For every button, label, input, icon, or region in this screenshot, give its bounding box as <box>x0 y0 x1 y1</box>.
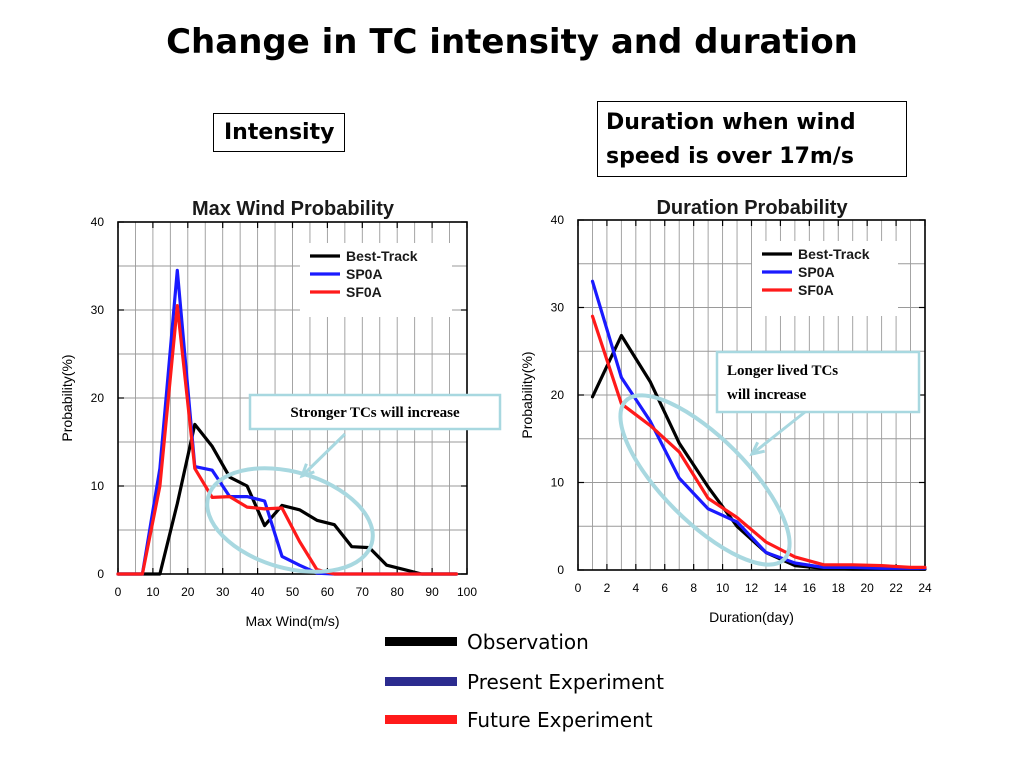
x-tick-label: 70 <box>356 585 370 599</box>
x-tick-label: 24 <box>918 581 932 595</box>
x-tick-label: 30 <box>216 585 230 599</box>
callout-arrowhead <box>749 441 766 457</box>
callout-arrowhead <box>299 463 315 479</box>
x-tick-label: 20 <box>181 585 195 599</box>
series-line-sp0a <box>590 279 927 570</box>
y-axis-label: Probability(%) <box>519 351 535 438</box>
callout-text-line2: will increase <box>727 387 807 403</box>
chart-legend: Best-Track SP0A SF0A <box>300 243 452 317</box>
series-line-sf0a <box>590 314 927 570</box>
legend-present-swatch <box>385 677 457 686</box>
x-tick-label: 80 <box>391 585 405 599</box>
max-wind-chart: 0 10 20 30 40 50 60 70 80 90 100 0 10 20 30 40 Max Wind … <box>59 198 502 629</box>
x-tick-label: 40 <box>251 585 265 599</box>
y-axis-label: Probability(%) <box>59 354 75 441</box>
y-tick-label: 0 <box>557 563 564 577</box>
page-title: Change in TC intensity and duration <box>166 22 858 62</box>
callout-text-line1: Longer lived TCs <box>727 363 838 379</box>
intensity-label: Intensity <box>213 113 346 152</box>
legend-observation-swatch <box>385 637 457 646</box>
legend-entry: Best-Track <box>346 248 418 264</box>
legend-future-swatch <box>385 715 457 724</box>
x-tick-label: 100 <box>457 585 477 599</box>
x-tick-label: 60 <box>321 585 335 599</box>
y-tick-label: 30 <box>551 301 565 315</box>
y-tick-label: 0 <box>97 567 104 581</box>
legend-entry: SP0A <box>346 266 383 282</box>
highlight-ellipse <box>618 393 792 567</box>
y-tick-label: 10 <box>551 476 565 490</box>
x-tick-label: 4 <box>632 581 639 595</box>
legend-observation-label: Observation <box>467 630 589 654</box>
legend-entry: SF0A <box>798 282 834 298</box>
chart-title: Duration Probability <box>656 197 848 219</box>
callout-box <box>715 350 921 414</box>
callout-box <box>248 393 502 431</box>
legend-entry: SF0A <box>346 284 382 300</box>
x-tick-label: 8 <box>690 581 697 595</box>
x-tick-label: 90 <box>425 585 439 599</box>
x-tick-label: 0 <box>115 585 122 599</box>
x-tick-label: 50 <box>286 585 300 599</box>
x-tick-label: 2 <box>604 581 611 595</box>
x-tick-label: 10 <box>146 585 160 599</box>
x-axis-label: Duration(day) <box>709 609 794 625</box>
y-tick-label: 40 <box>91 215 105 229</box>
x-tick-label: 6 <box>661 581 668 595</box>
x-tick-label: 22 <box>889 581 903 595</box>
y-tick-label: 20 <box>91 391 105 405</box>
series-line-sf0a <box>116 304 459 576</box>
series-line-best-track <box>116 422 459 576</box>
y-tick-label: 40 <box>551 213 565 227</box>
x-tick-label: 14 <box>774 581 788 595</box>
x-tick-label: 12 <box>745 581 759 595</box>
x-tick-label: 20 <box>860 581 874 595</box>
callout-arrow <box>300 432 347 478</box>
legend-entry: Best-Track <box>798 246 870 262</box>
x-axis-label: Max Wind(m/s) <box>245 613 339 629</box>
x-tick-label: 0 <box>575 581 582 595</box>
callout-arrow <box>751 410 806 456</box>
duration-label: Duration when wind speed is over 17m/s <box>597 101 907 177</box>
legend-present-label: Present Experiment <box>467 670 664 694</box>
chart-legend: Best-Track SP0A SF0A <box>752 241 898 316</box>
y-tick-label: 20 <box>551 388 565 402</box>
x-tick-label: 18 <box>832 581 846 595</box>
y-tick-label: 30 <box>91 303 105 317</box>
chart-title: Max Wind Probability <box>192 198 395 220</box>
x-tick-label: 10 <box>716 581 730 595</box>
legend-entry: SP0A <box>798 264 835 280</box>
x-tick-label: 16 <box>803 581 817 595</box>
legend-future-label: Future Experiment <box>467 708 653 732</box>
y-tick-label: 10 <box>91 479 105 493</box>
callout-text: Stronger TCs will increase <box>290 405 460 421</box>
